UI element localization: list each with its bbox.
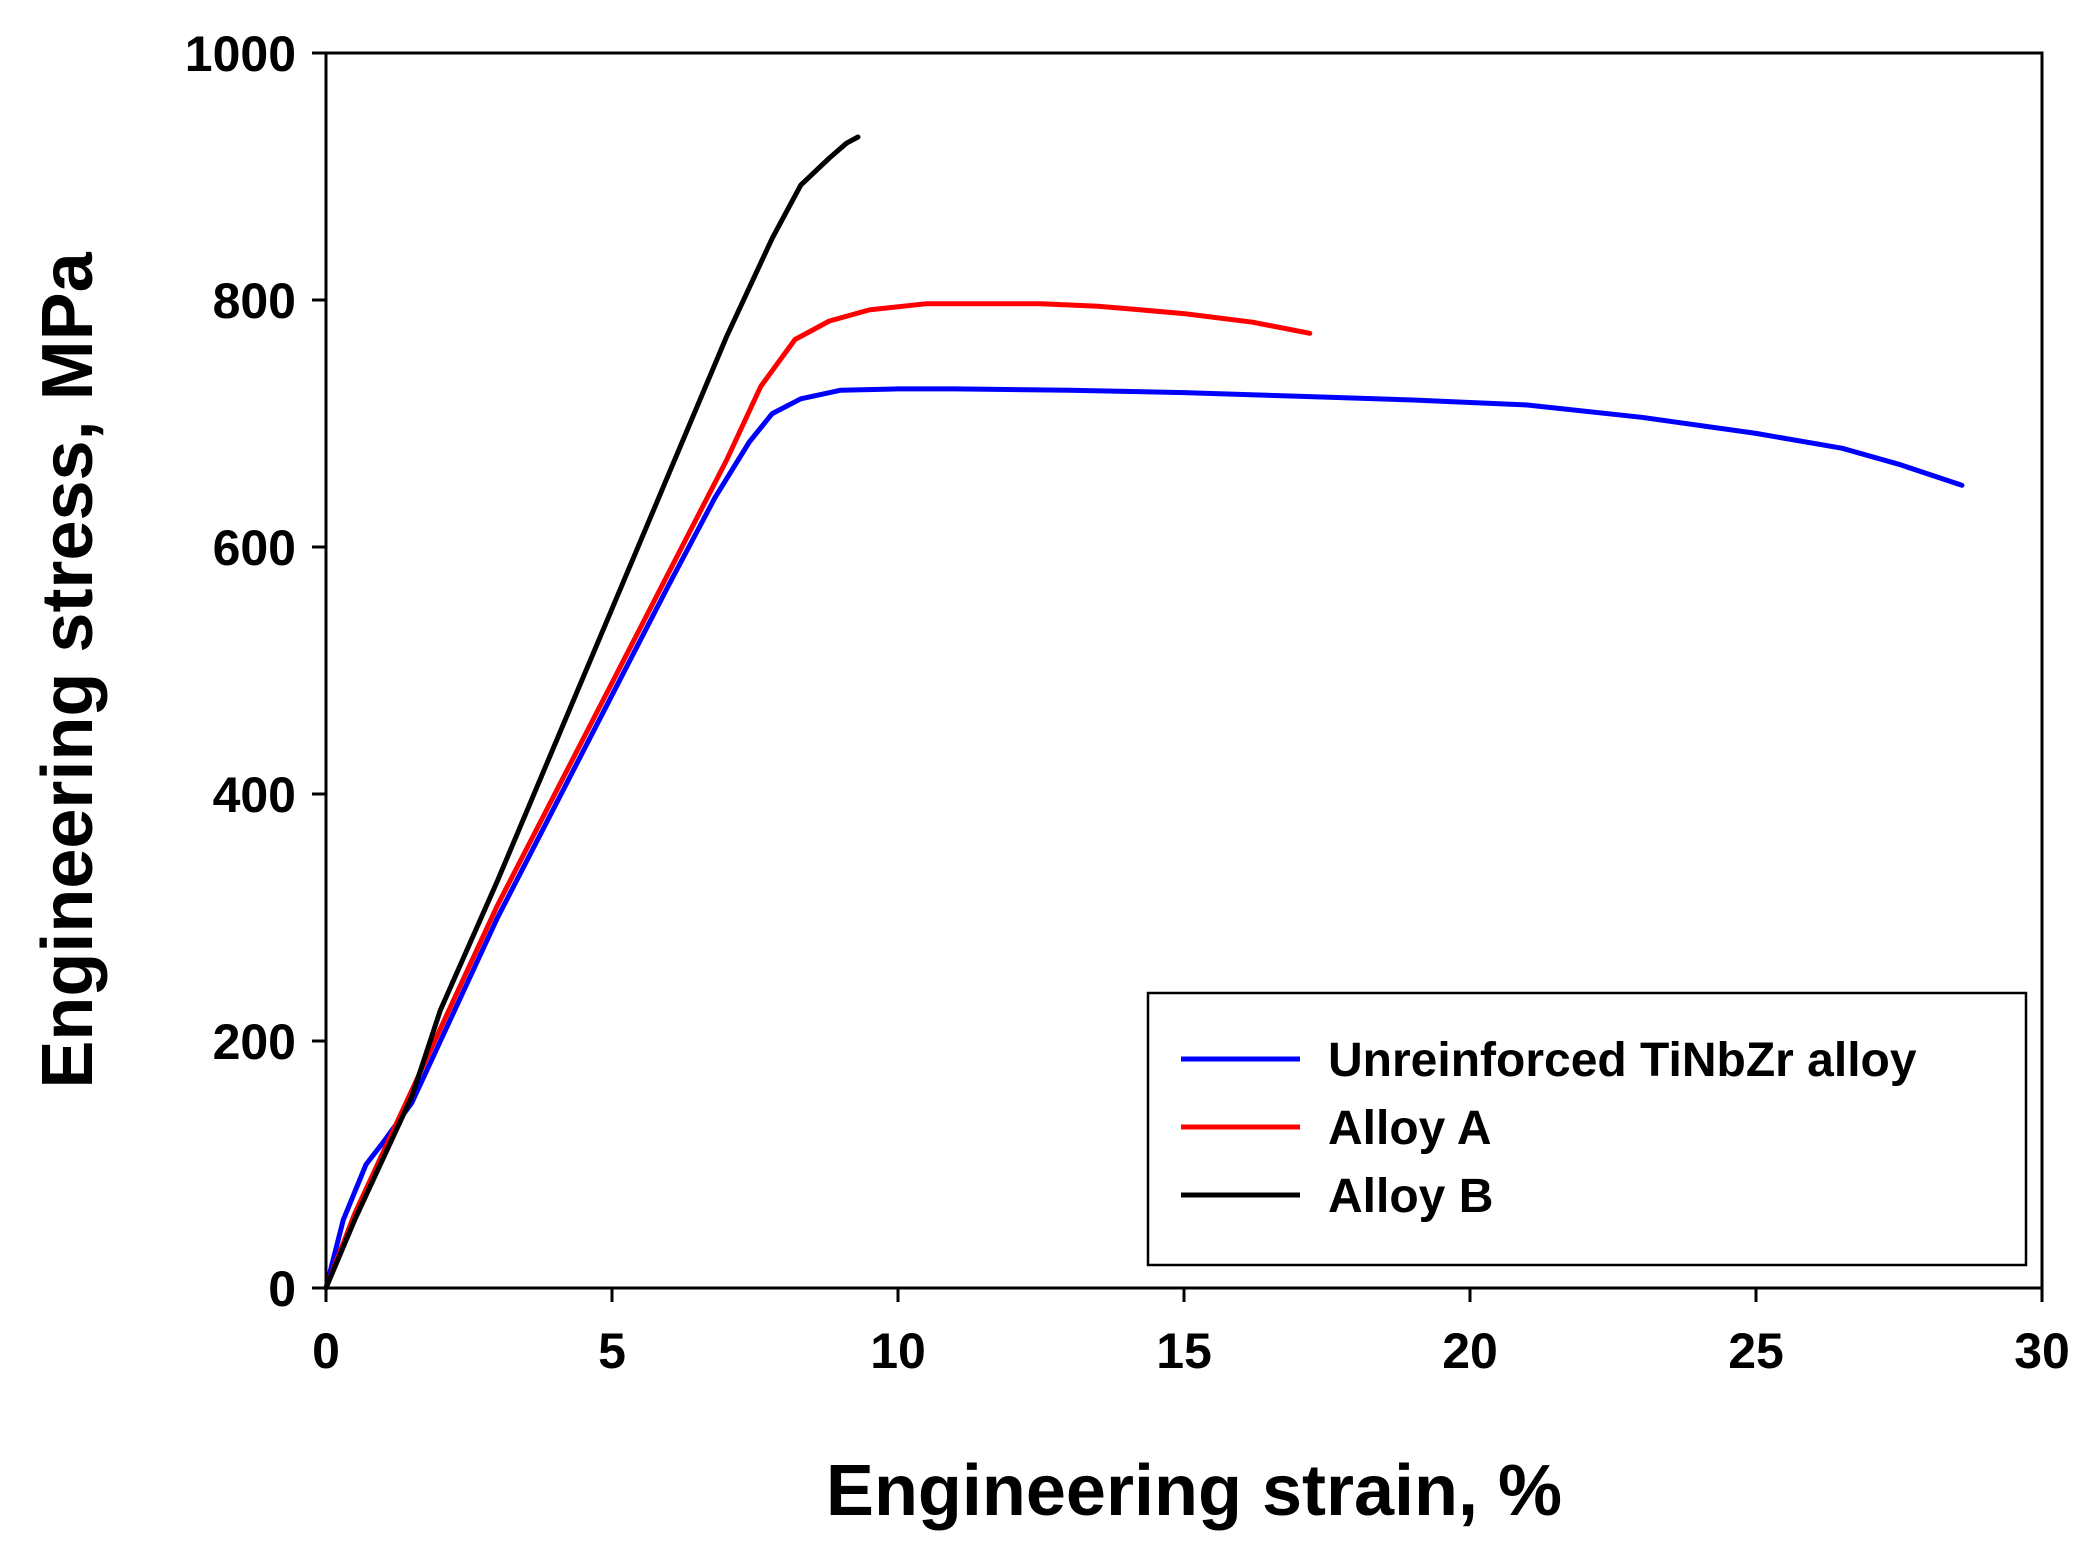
y-tick-label: 600 (213, 520, 296, 576)
x-tick-label: 20 (1442, 1323, 1498, 1379)
legend-label-1: Alloy A (1328, 1102, 1492, 1155)
legend-label-2: Alloy B (1328, 1170, 1493, 1223)
series-line-2 (323, 134, 861, 1291)
x-tick-label: 5 (598, 1323, 626, 1379)
y-tick-label: 800 (213, 273, 296, 329)
y-tick-label: 1000 (185, 26, 296, 82)
x-tick-label: 25 (1728, 1323, 1784, 1379)
y-axis-title: Engineering stress, MPa (28, 251, 108, 1088)
series-line-0 (323, 386, 1965, 1291)
x-tick-label: 15 (1156, 1323, 1212, 1379)
x-tick-label: 0 (312, 1323, 340, 1379)
y-tick-label: 200 (213, 1014, 296, 1070)
legend-label-0: Unreinforced TiNbZr alloy (1328, 1034, 1917, 1087)
x-axis-title: Engineering strain, % (826, 1451, 1562, 1531)
x-tick-label: 10 (870, 1323, 926, 1379)
y-tick-label: 0 (268, 1261, 296, 1317)
y-tick-label: 400 (213, 767, 296, 823)
x-tick-label: 30 (2014, 1323, 2070, 1379)
